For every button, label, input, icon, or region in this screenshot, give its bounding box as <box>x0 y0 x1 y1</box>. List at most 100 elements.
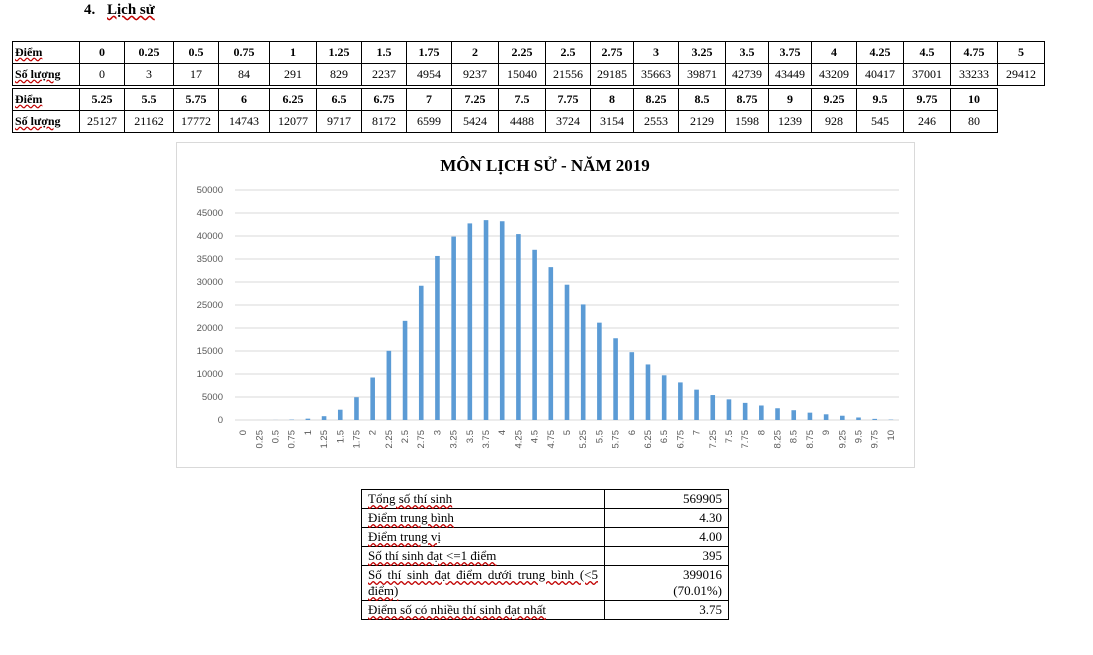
count-cell: 1239 <box>768 110 812 133</box>
count-cell: 3 <box>124 63 174 86</box>
score-cell: 2 <box>451 41 499 64</box>
y-tick-label: 5000 <box>202 392 223 403</box>
score-cell: 0.75 <box>218 41 270 64</box>
count-cell: 928 <box>811 110 857 133</box>
bar <box>742 402 748 420</box>
x-tick-label: 8.75 <box>805 430 816 449</box>
x-tick-label: 0.75 <box>287 430 298 449</box>
x-tick-label: 8 <box>756 430 767 435</box>
stats-value: 4.00 <box>604 527 729 547</box>
bar <box>354 397 359 420</box>
count-cell: 35663 <box>633 63 679 86</box>
y-tick-label: 35000 <box>197 254 223 265</box>
count-cell: 37001 <box>903 63 951 86</box>
count-cell: 1598 <box>725 110 769 133</box>
count-cell: 17772 <box>173 110 219 133</box>
count-cell: 6599 <box>406 110 452 133</box>
stats-label-text: Điểm trung bình <box>368 510 454 525</box>
x-tick-label: 1.5 <box>335 430 346 443</box>
stats-value: 395 <box>604 546 729 566</box>
count-cell: 39871 <box>678 63 726 86</box>
bar <box>645 364 651 420</box>
row-label-text: Điểm <box>15 92 43 106</box>
stats-value-percent: (70.01%) <box>673 583 722 598</box>
bar <box>418 285 424 420</box>
count-cell: 8172 <box>361 110 407 133</box>
x-tick-label: 9.25 <box>837 430 848 449</box>
stats-label-text: Tổng số thí sinh <box>368 491 453 506</box>
count-cell: 2129 <box>678 110 726 133</box>
bar <box>694 389 699 420</box>
score-cell: 5 <box>997 41 1045 64</box>
score-cell: 6.25 <box>269 88 317 111</box>
score-cell: 4.5 <box>903 41 951 64</box>
bar <box>451 236 456 420</box>
y-tick-label: 10000 <box>197 369 223 380</box>
count-cell: 291 <box>269 63 317 86</box>
count-cell: 42739 <box>725 63 769 86</box>
x-tick-label: 10 <box>886 430 897 441</box>
score-cell: 8 <box>590 88 634 111</box>
bar <box>726 399 732 420</box>
bar <box>402 320 408 420</box>
x-tick-label: 4.75 <box>546 430 557 449</box>
x-tick-label: 3.75 <box>481 430 492 449</box>
stats-label: Điểm số có nhiều thí sinh đạt nhất <box>361 600 605 620</box>
count-cell: 4488 <box>498 110 546 133</box>
score-cell: 9.75 <box>903 88 951 111</box>
x-tick-label: 6.5 <box>659 430 670 443</box>
count-cell: 9717 <box>316 110 362 133</box>
score-cell: 9.25 <box>811 88 857 111</box>
score-cell: 5.75 <box>173 88 219 111</box>
score-cell: 2.25 <box>498 41 546 64</box>
stats-label-text: Số thí sinh đạt <=1 điểm <box>368 548 497 563</box>
stats-row: Số thí sinh đạt điểm dưới trung bình (<5… <box>361 565 729 601</box>
bar <box>580 304 586 420</box>
x-tick-label: 0.25 <box>254 430 265 449</box>
bar <box>661 375 667 420</box>
count-cell: 545 <box>856 110 904 133</box>
count-cell: 5424 <box>451 110 499 133</box>
count-cell: 14743 <box>218 110 270 133</box>
score-cell: 5.5 <box>124 88 174 111</box>
y-tick-label: 45000 <box>197 208 223 219</box>
x-tick-label: 2 <box>368 430 379 435</box>
stats-label-text: Điểm số có nhiều thí sinh đạt nhất <box>368 602 547 617</box>
score-cell: 8.75 <box>725 88 769 111</box>
count-cell: 4954 <box>406 63 452 86</box>
x-tick-label: 9 <box>821 430 832 435</box>
score-cell: 0.5 <box>173 41 219 64</box>
bar <box>337 409 343 420</box>
row-label-text: Số lượng <box>15 67 61 81</box>
count-cell: 21162 <box>124 110 174 133</box>
score-cell: 3.75 <box>768 41 812 64</box>
bar <box>791 410 797 420</box>
stats-label-text: Điểm trung vị <box>368 529 441 544</box>
stats-value-text: 399016 <box>683 567 722 582</box>
section-number: 4. <box>84 2 96 18</box>
bar <box>710 395 716 420</box>
score-cell: 7 <box>406 88 452 111</box>
histogram-chart: MÔN LỊCH SỬ - NĂM 2019 0 5000 10000 15000 20… <box>176 142 915 468</box>
bar <box>499 221 505 420</box>
score-cell: 8.25 <box>633 88 679 111</box>
x-tick-label: 0 <box>238 430 249 435</box>
count-cell: 829 <box>316 63 362 86</box>
count-cell: 84 <box>218 63 270 86</box>
count-cell: 3724 <box>545 110 591 133</box>
stats-row: Điểm số có nhiều thí sinh đạt nhất 3.75 <box>361 600 729 620</box>
chart-title: MÔN LỊCH SỬ - NĂM 2019 <box>440 156 650 175</box>
bar <box>467 223 473 420</box>
stats-value-text: 3.75 <box>699 602 722 617</box>
bar <box>759 405 764 420</box>
x-tick-label: 6.75 <box>675 430 686 449</box>
score-cell: 1.75 <box>406 41 452 64</box>
bar <box>483 220 489 420</box>
count-cell: 29412 <box>997 63 1045 86</box>
x-tick-label: 9.5 <box>854 430 865 443</box>
bar <box>370 377 375 420</box>
score-cell: 6.5 <box>316 88 362 111</box>
score-cell: 1.5 <box>361 41 407 64</box>
x-tick-label: 2.5 <box>400 430 411 443</box>
score-cell: 5.25 <box>79 88 125 111</box>
